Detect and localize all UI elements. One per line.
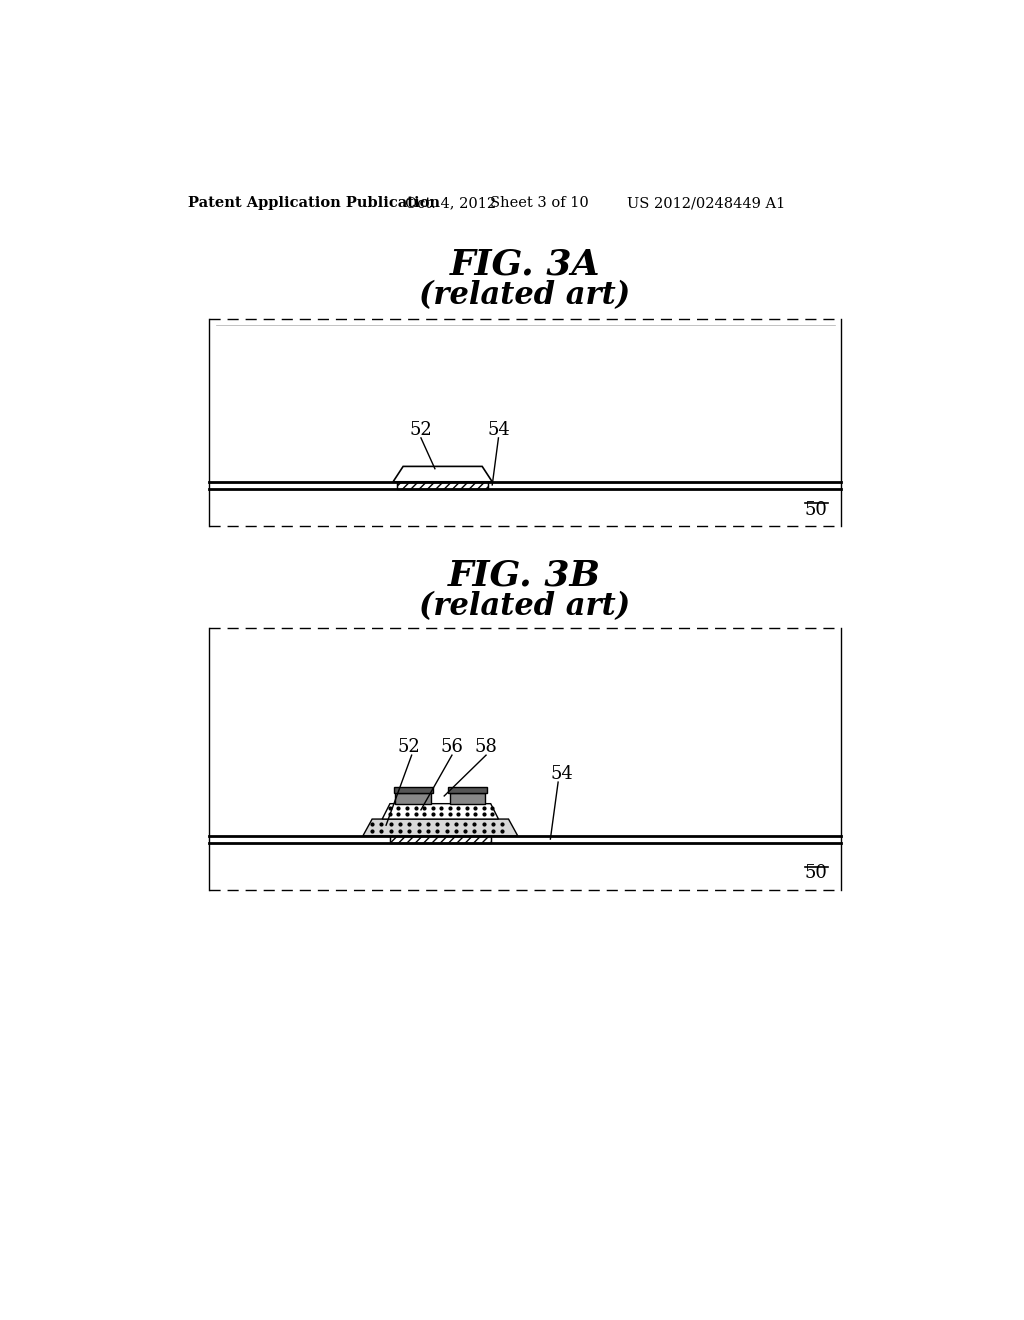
Bar (390, 836, 490, 843)
Bar (394, 787, 432, 793)
Polygon shape (362, 818, 518, 836)
Bar (395, 793, 431, 804)
Text: 58: 58 (474, 738, 498, 756)
Text: 50: 50 (805, 500, 827, 519)
Text: FIG. 3A: FIG. 3A (450, 248, 600, 281)
Text: FIG. 3B: FIG. 3B (449, 558, 601, 593)
Bar (450, 793, 485, 804)
Text: (related art): (related art) (419, 280, 631, 312)
Text: Sheet 3 of 10: Sheet 3 of 10 (489, 197, 589, 210)
Bar (397, 482, 488, 488)
Text: US 2012/0248449 A1: US 2012/0248449 A1 (627, 197, 785, 210)
Text: Patent Application Publication: Patent Application Publication (188, 197, 440, 210)
Text: 56: 56 (440, 738, 464, 756)
Text: 52: 52 (397, 738, 420, 756)
Bar (397, 482, 488, 488)
Bar (390, 836, 490, 843)
Text: (related art): (related art) (419, 591, 631, 622)
Text: 54: 54 (551, 766, 573, 783)
Text: Oct. 4, 2012: Oct. 4, 2012 (406, 197, 497, 210)
Bar (449, 787, 486, 793)
Polygon shape (382, 804, 499, 818)
Text: 50: 50 (805, 865, 827, 882)
Polygon shape (393, 466, 493, 482)
Text: 52: 52 (410, 421, 432, 440)
Text: 54: 54 (487, 421, 510, 440)
